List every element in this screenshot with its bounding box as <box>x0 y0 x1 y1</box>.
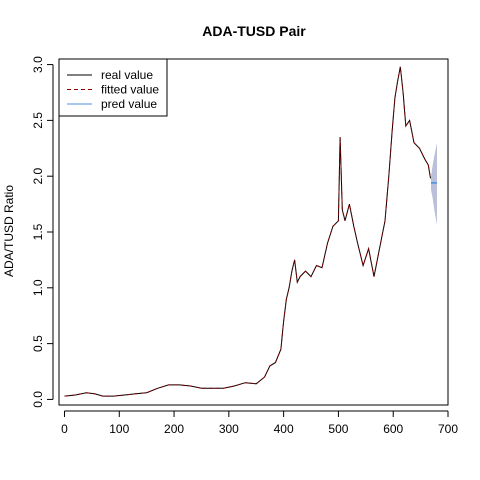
prediction-band <box>431 142 437 226</box>
plot-area <box>64 66 437 397</box>
legend-box <box>58 58 168 117</box>
legend-label: real value <box>101 68 153 82</box>
y-axis: 0.0 0.5 1.0 1.5 2.0 2.5 3.0 <box>31 56 54 408</box>
y-tick-label: 2.5 <box>31 112 45 129</box>
x-tick-label: 600 <box>383 422 403 436</box>
y-tick-label: 0.0 <box>31 391 45 408</box>
legend-label: pred value <box>101 97 157 111</box>
series-line-2 <box>64 66 431 397</box>
x-tick-label: 0 <box>61 422 68 436</box>
y-tick-label: 0.5 <box>31 335 45 352</box>
y-tick-label: 1.0 <box>31 279 45 296</box>
x-tick-label: 400 <box>274 422 294 436</box>
y-tick-label: 1.5 <box>31 223 45 240</box>
x-tick-label: 700 <box>438 422 458 436</box>
legend-label: fitted value <box>101 83 159 97</box>
y-axis-label: ADA/TUSD Ratio <box>2 185 16 277</box>
x-tick-label: 300 <box>219 422 239 436</box>
y-tick-label: 2.0 <box>31 168 45 185</box>
plot-frame <box>58 58 449 406</box>
x-tick-label: 500 <box>328 422 348 436</box>
x-tick-label: 200 <box>164 422 184 436</box>
x-tick-label: 100 <box>109 422 129 436</box>
y-tick-label: 3.0 <box>31 56 45 73</box>
chart-title: ADA-TUSD Pair <box>202 23 306 39</box>
x-axis: 0 100 200 300 400 500 600 700 <box>61 410 458 436</box>
